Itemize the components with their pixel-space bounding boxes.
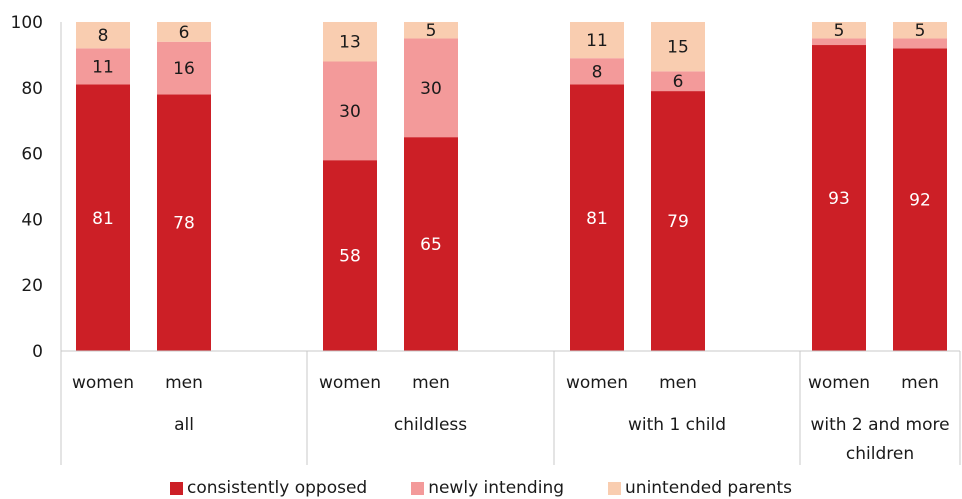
data-label: 6 — [179, 23, 190, 43]
group-label: all — [174, 415, 194, 435]
chart-legend: consistently opposed newly intending uni… — [0, 478, 962, 498]
data-label: 5 — [426, 21, 437, 41]
x-tick-label: men — [412, 373, 450, 393]
y-tick-label: 100 — [11, 13, 43, 33]
y-tick-label: 80 — [21, 79, 43, 99]
y-tick-label: 0 — [32, 342, 43, 362]
legend-label: newly intending — [428, 478, 564, 498]
data-label: 81 — [586, 209, 608, 229]
x-tick-label: women — [808, 373, 870, 393]
data-label: 30 — [420, 79, 442, 99]
data-label: 6 — [673, 72, 684, 92]
data-label: 16 — [173, 59, 195, 79]
data-label: 8 — [98, 26, 109, 46]
legend-label: unintended parents — [625, 478, 792, 498]
legend-item-unintended-parents: unintended parents — [608, 478, 792, 498]
data-label: 11 — [92, 57, 114, 77]
group-label: with 2 and more — [810, 415, 949, 435]
x-tick-label: men — [659, 373, 697, 393]
legend-swatch — [608, 482, 621, 495]
data-label: 5 — [915, 21, 926, 41]
data-label: 78 — [173, 214, 195, 234]
y-tick-label: 20 — [21, 276, 43, 296]
y-tick-label: 40 — [21, 210, 43, 230]
x-tick-label: men — [165, 373, 203, 393]
x-tick-label: women — [566, 373, 628, 393]
x-tick-label: men — [901, 373, 939, 393]
group-label: childless — [394, 415, 467, 435]
group-label: children — [846, 444, 914, 464]
data-label: 8 — [592, 62, 603, 82]
data-label: 5 — [834, 21, 845, 41]
data-label: 93 — [828, 189, 850, 209]
legend-swatch — [170, 482, 183, 495]
legend-label: consistently opposed — [187, 478, 367, 498]
legend-swatch — [411, 482, 424, 495]
y-tick-label: 60 — [21, 145, 43, 165]
data-label: 65 — [420, 235, 442, 255]
data-label: 11 — [586, 31, 608, 51]
data-label: 58 — [339, 247, 361, 267]
legend-item-consistently-opposed: consistently opposed — [170, 478, 367, 498]
data-label: 30 — [339, 102, 361, 122]
x-tick-label: women — [319, 373, 381, 393]
x-tick-label: women — [72, 373, 134, 393]
group-label: with 1 child — [628, 415, 726, 435]
legend-item-newly-intending: newly intending — [411, 478, 564, 498]
data-label: 13 — [339, 33, 361, 53]
data-label: 79 — [667, 212, 689, 232]
data-label: 92 — [909, 191, 931, 211]
data-label: 81 — [92, 209, 114, 229]
data-label: 15 — [667, 38, 689, 58]
